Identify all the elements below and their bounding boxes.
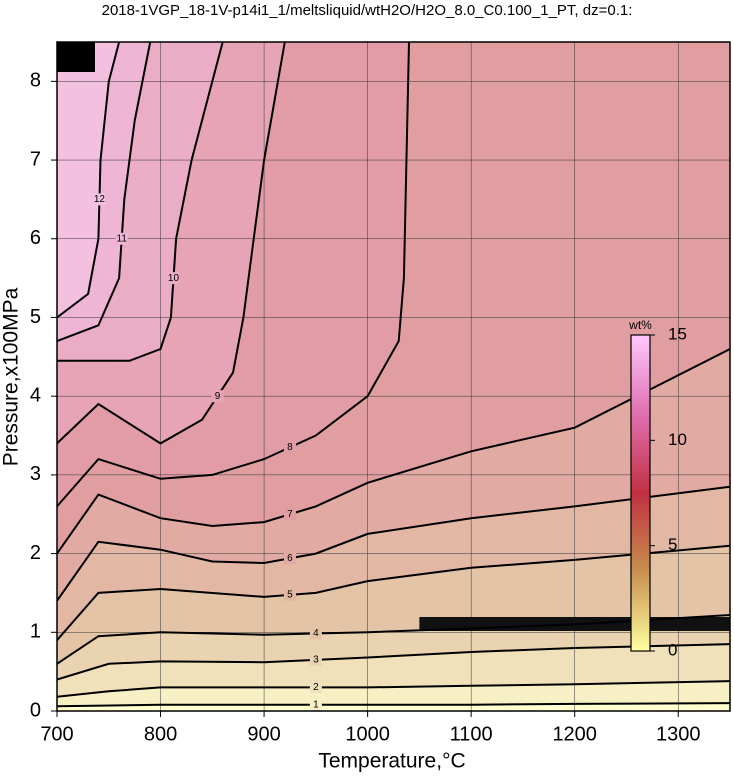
contour-fill [57, 42, 120, 318]
contour-label: 3 [313, 654, 319, 665]
contour-label-bg [309, 681, 322, 694]
y-tick-label: 4 [30, 384, 41, 406]
x-tick-label: 1200 [552, 723, 597, 745]
contour-label: 10 [168, 273, 180, 284]
contour-label-bg [283, 588, 296, 601]
contour-label: 2 [313, 682, 319, 693]
chart-title: 2018-1VGP_18-1V-p14i1_1/meltsliquid/wtH2… [102, 2, 633, 19]
contour-label: 11 [117, 233, 128, 244]
y-tick-label: 8 [30, 70, 41, 92]
contour-label-bg [167, 272, 180, 285]
contour-label: 7 [287, 509, 293, 520]
x-tick-label: 800 [144, 723, 177, 745]
x-tick-label: 1300 [656, 723, 701, 745]
contour-label-bg [211, 390, 224, 403]
contour-line [57, 544, 730, 641]
y-tick-label: 6 [30, 227, 41, 249]
contour-label-bg [283, 508, 296, 521]
colorbar-tick-label: 15 [668, 324, 687, 343]
x-tick-label: 900 [247, 723, 280, 745]
contour-label-bg [309, 627, 322, 640]
contour-label-bg [93, 193, 106, 206]
y-tick-label: 2 [30, 542, 41, 564]
y-tick-label: 5 [30, 306, 41, 328]
contour-label: 5 [287, 590, 293, 601]
y-tick-label: 3 [30, 463, 41, 485]
x-tick-label: 1000 [345, 723, 390, 745]
contour-label-bg [115, 232, 128, 245]
y-tick-label: 1 [30, 621, 41, 643]
contour-label-bg [309, 698, 322, 711]
contour-line [57, 42, 286, 445]
x-axis-label: Temperature,°C [318, 750, 465, 773]
artifact [57, 42, 95, 72]
contour-label: 8 [287, 442, 293, 453]
y-tick-label: 7 [30, 148, 41, 170]
plot-frame [56, 41, 731, 712]
colorbar-tick-label: 0 [668, 640, 677, 659]
colorbar-tick-label: 10 [668, 430, 687, 449]
y-axis-label: Pressure,x100MPa [0, 287, 23, 466]
contour-label: 9 [215, 391, 221, 402]
y-tick-label: 0 [30, 699, 41, 721]
contour-label-bg [309, 653, 322, 666]
colorbar-label: wt% [628, 318, 652, 332]
contour-label: 1 [313, 699, 319, 710]
contour-label: 6 [287, 553, 293, 564]
x-tick-label: 1100 [450, 723, 493, 745]
contour-label: 4 [313, 628, 319, 639]
contour-label-bg [283, 441, 296, 454]
contour-label-bg [283, 552, 296, 565]
x-tick-label: 700 [40, 723, 73, 745]
colorbar [630, 334, 651, 652]
colorbar-tick-label: 5 [668, 535, 677, 554]
contour-line [57, 702, 730, 708]
contour-label: 12 [94, 194, 106, 205]
